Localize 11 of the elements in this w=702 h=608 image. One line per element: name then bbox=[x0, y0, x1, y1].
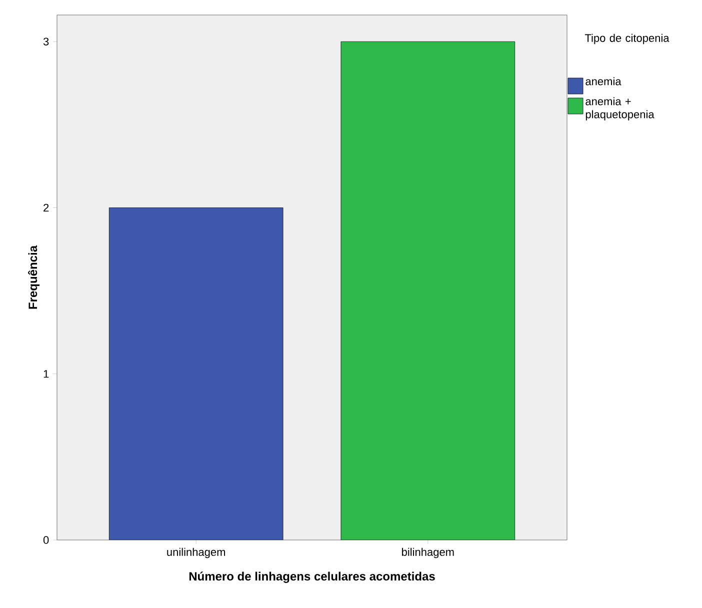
y-tick-label: 0 bbox=[43, 536, 49, 544]
y-tick-label: 1 bbox=[44, 370, 49, 378]
y-tick-label: 2 bbox=[44, 204, 49, 212]
x-tick-label: bilinhagem bbox=[402, 548, 454, 558]
x-tick-label: unilinhagem bbox=[167, 548, 226, 558]
legend-label: anemia bbox=[586, 77, 622, 86]
legend-title: Tipo de citopenia bbox=[584, 34, 670, 44]
y-tick-label: 3 bbox=[43, 38, 49, 46]
y-axis-title: Frequência bbox=[28, 245, 40, 309]
legend-label: anemia + plaquetopenia bbox=[586, 97, 654, 120]
x-axis-title: Número de linhagens celulares acometidas bbox=[189, 572, 435, 583]
